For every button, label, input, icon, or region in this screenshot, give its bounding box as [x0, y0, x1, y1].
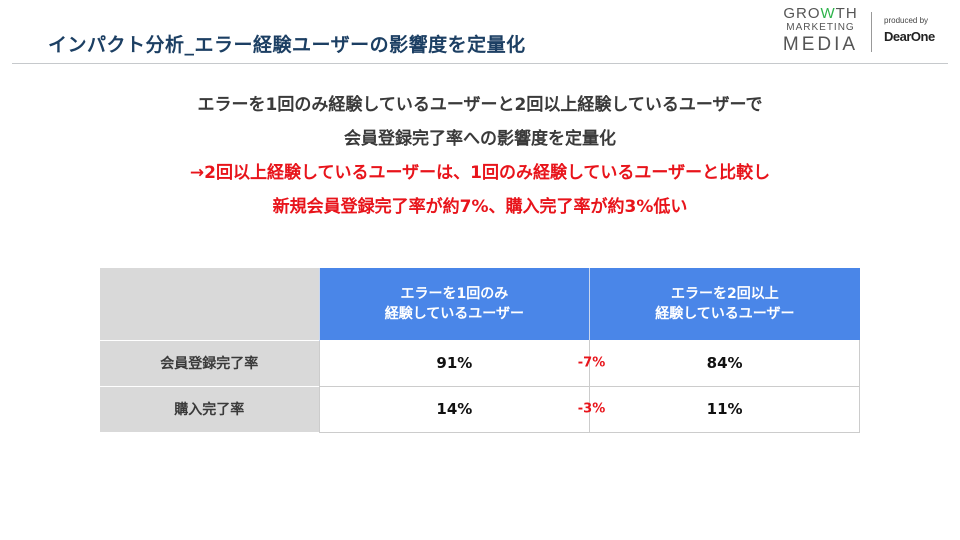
- summary-line: エラーを1回のみ経験しているユーザーと2回以上経験しているユーザーで: [197, 95, 763, 115]
- logo-divider: [871, 12, 872, 52]
- conclusion-line: 新規会員登録完了率が約7%、購入完了率が約3%低い: [272, 197, 688, 217]
- dearone-logo: produced by DearOne: [884, 16, 935, 44]
- growth-marketing-media-logo: GROWTH MARKETING MEDIA: [778, 6, 863, 56]
- conclusion-line: →2回以上経験しているユーザーは、1回のみ経験しているユーザーと比較し: [189, 163, 771, 183]
- logo-text: TH: [835, 5, 858, 22]
- value-once: 91% -7%: [318, 340, 605, 387]
- brand-name: DearOne: [884, 29, 935, 44]
- logo-text: GRO: [783, 5, 821, 22]
- table-header-row: エラーを1回のみ 経験しているユーザー エラーを2回以上 経験しているユーザー: [100, 268, 860, 340]
- summary-line: 会員登録完了率への影響度を定量化: [344, 129, 616, 149]
- table-row: 会員登録完了率 91% -7% 84%: [100, 339, 860, 387]
- row-label: 会員登録完了率: [100, 339, 319, 386]
- produced-by-label: produced by: [884, 16, 929, 25]
- row-label: 購入完了率: [100, 385, 319, 432]
- logo-accent: W: [820, 5, 836, 22]
- table-row: 購入完了率 14% -3% 11%: [100, 385, 860, 433]
- value-once: 14% -3%: [318, 386, 605, 433]
- value-multiple: 84%: [589, 340, 860, 387]
- comparison-table: エラーを1回のみ 経験しているユーザー エラーを2回以上 経験しているユーザー 会員…: [100, 268, 860, 433]
- column-header-multiple: エラーを2回以上 経験しているユーザー: [589, 268, 860, 340]
- value-multiple: 11%: [589, 386, 860, 433]
- column-header-once: エラーを1回のみ 経験しているユーザー: [318, 268, 590, 340]
- summary-text: エラーを1回のみ経験しているユーザーと2回以上経験しているユーザーで 会員登録完…: [0, 88, 960, 224]
- corner-cell: [100, 268, 319, 340]
- page-title: インパクト分析_エラー経験ユーザーの影響度を定量化: [48, 34, 526, 56]
- header-divider: [12, 63, 948, 64]
- logo-text: MEDIA: [782, 34, 859, 55]
- logo-text: MARKETING: [786, 22, 855, 33]
